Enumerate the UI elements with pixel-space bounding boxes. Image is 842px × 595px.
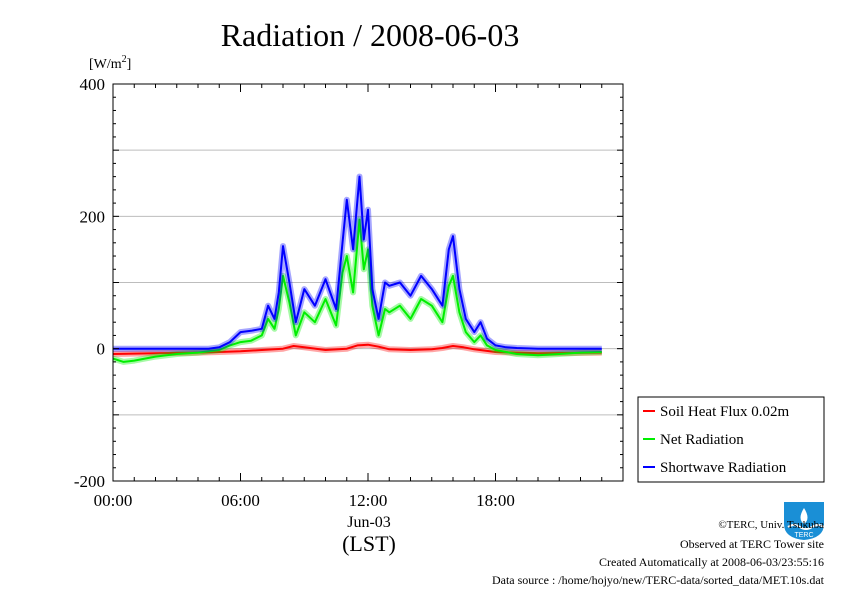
x-tick-labels: 00:00 06:00 12:00 18:00	[94, 491, 515, 510]
y-tick-label: -200	[74, 472, 105, 491]
logo-text: TERC	[794, 532, 813, 539]
x-tick-label: 00:00	[94, 491, 133, 510]
date-label: Jun-03	[347, 514, 391, 531]
y-tick-label: 400	[80, 75, 106, 94]
series-lines	[112, 173, 602, 365]
y-tick-label: 200	[80, 207, 106, 226]
x-tick-label: 12:00	[349, 491, 388, 510]
axis-ticks	[112, 83, 623, 482]
footer-source: Data source : /home/hojyo/new/TERC-data/…	[491, 573, 824, 587]
series-line	[112, 343, 602, 355]
series-line	[113, 175, 602, 350]
legend: Soil Heat Flux 0.02m Net Radiation Shortwa…	[637, 396, 825, 483]
footer-created: Created Automatically at 2008-06-03/23:5…	[599, 555, 824, 569]
wave-icon	[787, 524, 825, 530]
x-tick-label: 18:00	[476, 491, 515, 510]
legend-label: Soil Heat Flux 0.02m	[660, 404, 790, 420]
series-line	[112, 218, 602, 363]
footer-observed: Observed at TERC Tower site	[679, 537, 824, 551]
footer-copyright: ©TERC, Univ. Tsukuba	[718, 519, 824, 531]
chart-title: Radiation / 2008-06-03	[221, 17, 520, 53]
x-tick-label: 06:00	[221, 491, 260, 510]
y-tick-label: 0	[97, 340, 106, 359]
y-tick-labels: -200 0 200 400	[74, 75, 105, 491]
y-axis-label: [W/m2]	[89, 54, 131, 72]
drop-icon	[800, 508, 808, 524]
terc-logo: TERC	[784, 502, 825, 540]
legend-label: Net Radiation	[660, 432, 744, 448]
x-axis-label: (LST)	[342, 531, 396, 556]
legend-label: Shortwave Radiation	[660, 460, 787, 476]
legend-box	[637, 396, 825, 483]
